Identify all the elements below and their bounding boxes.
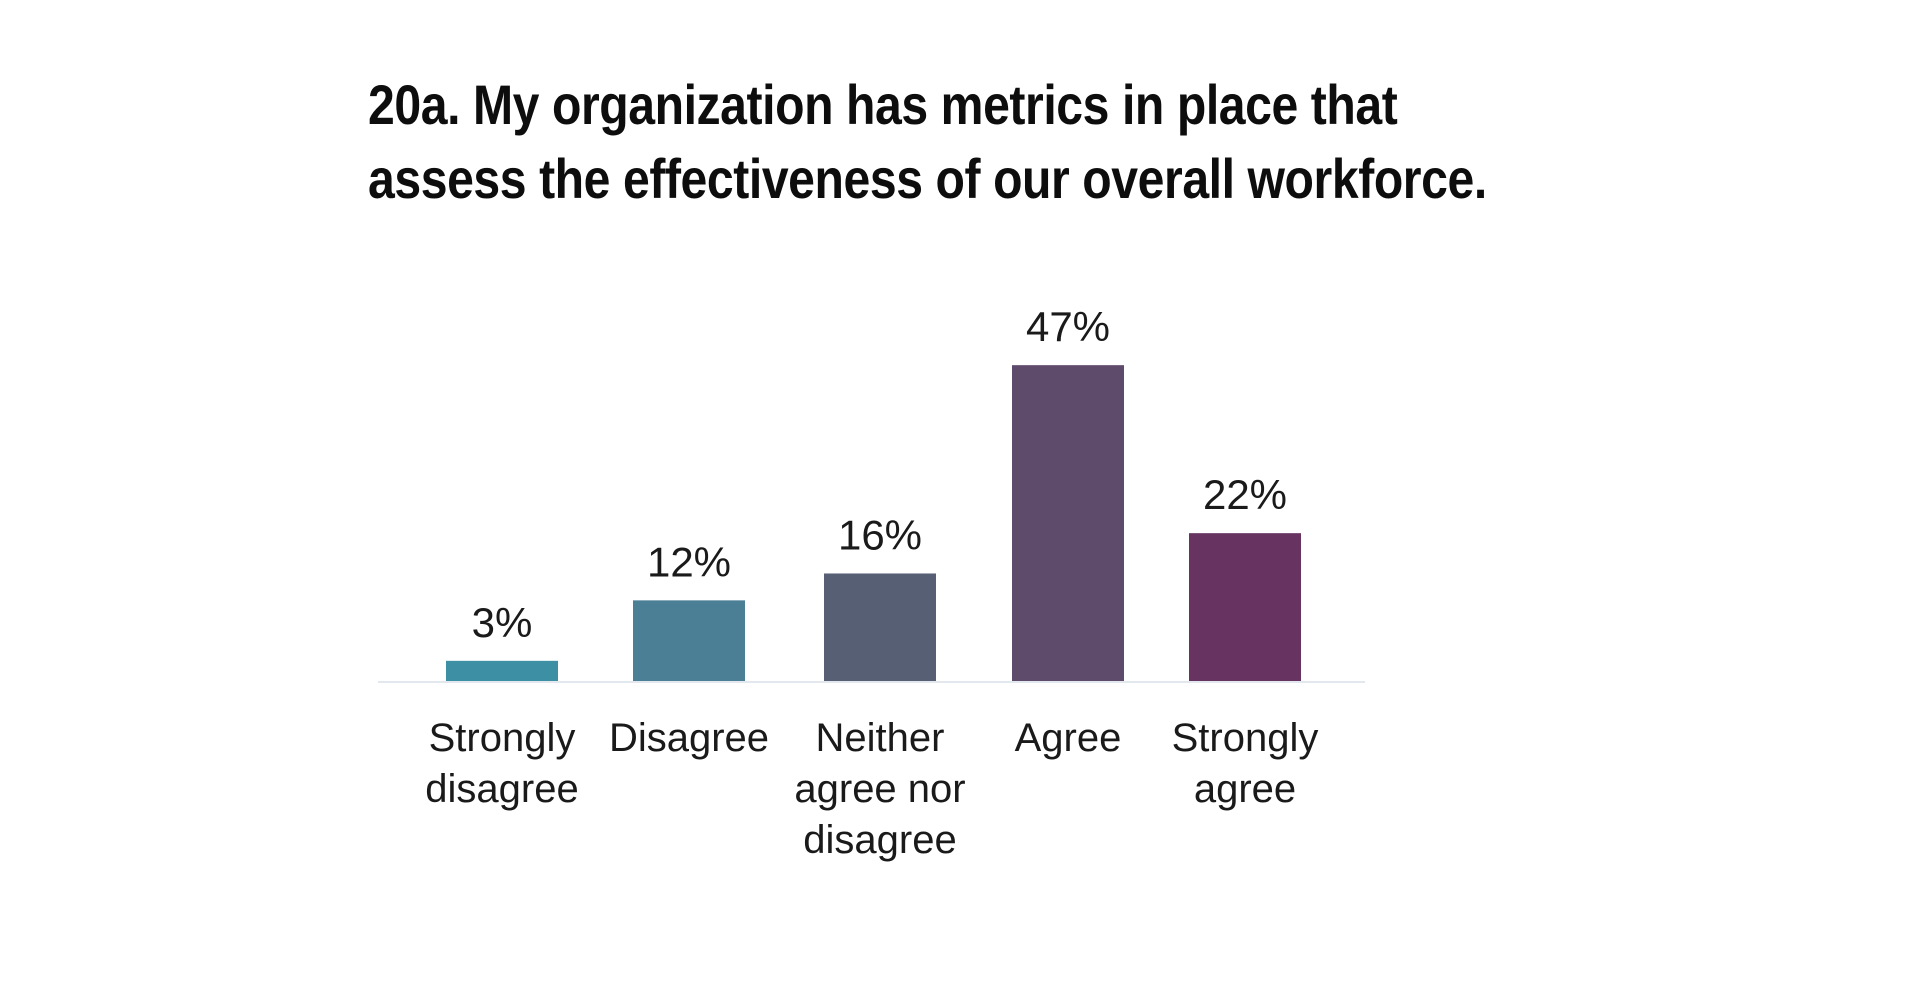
category-label-line: Strongly bbox=[429, 716, 576, 760]
category-label-line: disagree bbox=[425, 767, 578, 811]
bar bbox=[633, 600, 745, 681]
data-label: 22% bbox=[1203, 471, 1287, 518]
category-label-line: Agree bbox=[1015, 716, 1122, 760]
category-label-line: Disagree bbox=[609, 716, 769, 760]
bar bbox=[1012, 365, 1124, 681]
chart-title: 20a. My organization has metrics in plac… bbox=[368, 68, 1668, 216]
data-label: 47% bbox=[1026, 303, 1110, 350]
category-label: Strongly agree bbox=[1172, 716, 1319, 811]
data-label: 3% bbox=[472, 599, 533, 646]
category-label: Strongly disagree bbox=[425, 716, 578, 811]
category-label-line: agree bbox=[1194, 767, 1296, 811]
category-label-line: disagree bbox=[803, 818, 956, 862]
category-label: Neither agree nor disagree bbox=[794, 716, 965, 862]
bar bbox=[824, 573, 936, 681]
category-label-line: Neither bbox=[816, 716, 945, 760]
category-label: Disagree bbox=[609, 716, 769, 760]
data-label: 16% bbox=[838, 511, 922, 558]
data-label: 12% bbox=[647, 538, 731, 585]
category-label-line: Strongly bbox=[1172, 716, 1319, 760]
category-label-line: agree nor bbox=[794, 767, 965, 811]
bar bbox=[1189, 533, 1301, 681]
chart-title-line-2: assess the effectiveness of our overall … bbox=[368, 147, 1487, 210]
category-label: Agree bbox=[1015, 716, 1122, 760]
chart-title-line-1: 20a. My organization has metrics in plac… bbox=[368, 73, 1398, 136]
bar bbox=[446, 660, 558, 681]
